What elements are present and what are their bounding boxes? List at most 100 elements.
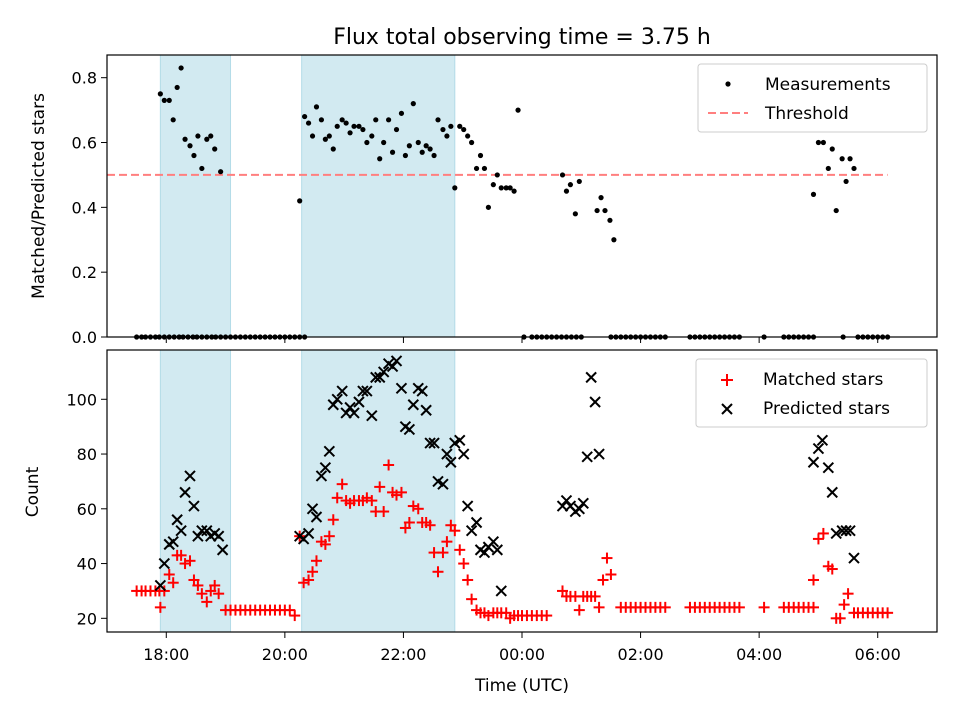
matched-point	[826, 563, 838, 575]
top-plot-frame	[106, 54, 938, 338]
measurement-point	[199, 165, 205, 172]
y-tick-label: 100	[66, 390, 97, 409]
observing-window	[159, 349, 232, 633]
bottom-shaded-intervals	[159, 349, 456, 633]
top-legend: Measurements Threshold	[697, 63, 928, 133]
measurement-point	[847, 156, 853, 162]
matched-point	[196, 588, 208, 600]
matched-point	[163, 569, 175, 581]
predicted-point	[390, 355, 403, 367]
x-tick-label: 22:00	[380, 645, 426, 664]
matched-point	[336, 478, 348, 490]
matched-point	[327, 514, 339, 526]
measurement-point	[373, 117, 379, 123]
predicted-point	[306, 503, 319, 515]
predicted-point	[848, 552, 860, 564]
legend-predicted-marker	[721, 403, 733, 415]
x-tick-label: 00:00	[499, 645, 545, 664]
measurement-point	[410, 101, 416, 107]
predicted-point	[167, 535, 179, 548]
matched-point	[167, 577, 179, 589]
matched-point	[209, 579, 221, 591]
predicted-point	[560, 494, 573, 507]
measurement-point	[576, 178, 582, 185]
measurement-point	[435, 117, 441, 123]
predicted-point	[302, 527, 315, 540]
bottom-legend: Matched stars Predicted stars	[695, 358, 928, 428]
predicted-point	[323, 445, 336, 458]
matched-point	[284, 604, 296, 616]
top-panel: 0.00.20.40.60.8 Matched/Predicted stars …	[29, 54, 938, 347]
measurement-point	[330, 146, 336, 152]
measurement-point	[170, 117, 176, 123]
predicted-point	[196, 524, 208, 537]
predicted-point	[495, 585, 507, 597]
measurement-point	[356, 123, 362, 129]
observing-window	[301, 349, 456, 633]
matched-point	[758, 601, 770, 613]
measurement-point	[182, 136, 188, 142]
matched-point	[733, 601, 745, 613]
y-tick-label: 0.0	[72, 328, 97, 347]
bottom-y-axis-label: Count	[23, 466, 43, 517]
legend-matched-marker	[721, 374, 733, 386]
predicted-point	[336, 385, 348, 397]
predicted-point	[445, 456, 457, 468]
measurement-point	[851, 165, 857, 172]
matched-point	[605, 569, 617, 581]
measurement-point	[457, 123, 463, 129]
matched-point	[192, 579, 204, 591]
measurement-point	[602, 207, 608, 214]
measurement-point	[567, 182, 574, 188]
matched-point	[812, 533, 824, 545]
predicted-point	[154, 579, 167, 592]
matched-point	[403, 516, 415, 528]
predicted-point	[491, 544, 504, 556]
measurement-point	[594, 207, 600, 214]
measurement-point	[448, 123, 454, 129]
predicted-point	[840, 524, 852, 537]
measurement-point	[833, 207, 839, 214]
bottom-y-axis: 20 40 60 80 100	[66, 390, 107, 628]
legend-threshold-label: Threshold	[764, 104, 849, 124]
measurement-point	[843, 178, 849, 185]
predicted-point	[457, 448, 470, 460]
matched-point	[366, 495, 378, 507]
measurement-point	[498, 185, 504, 191]
predicted-point	[478, 546, 491, 559]
matched-point	[395, 486, 407, 498]
matched-point	[184, 555, 196, 567]
measurement-point	[490, 182, 496, 188]
predicted-point	[437, 478, 449, 490]
matched-point	[331, 492, 343, 504]
predicted-point	[374, 371, 386, 384]
matched-point	[807, 574, 819, 586]
measurement-point	[419, 149, 425, 155]
measurement-point	[351, 123, 357, 129]
measurement-point	[208, 133, 214, 139]
predicted-point	[201, 524, 213, 537]
predicted-point	[331, 393, 343, 405]
bottom-x-axis-label: Time (UTC)	[474, 676, 569, 696]
measurement-point	[469, 139, 475, 146]
measurement-point	[415, 139, 421, 146]
matched-point	[842, 588, 854, 600]
matched-point	[437, 547, 449, 559]
x-tick-label: 06:00	[855, 645, 901, 664]
matched-point	[458, 558, 470, 570]
measurement-point	[815, 139, 822, 146]
matched-point	[882, 607, 894, 619]
measurement-point	[440, 126, 446, 133]
predicted-point	[407, 399, 420, 411]
predicted-point	[593, 448, 605, 460]
measurement-point	[339, 117, 345, 123]
measurement-point	[481, 165, 488, 172]
matched-point	[378, 506, 390, 518]
measurement-point	[431, 152, 437, 159]
predicted-point	[353, 396, 365, 408]
measurement-point	[494, 172, 500, 178]
measurement-point	[406, 143, 412, 149]
matched-point	[383, 459, 395, 471]
measurement-point	[423, 143, 429, 149]
matched-point	[303, 574, 315, 586]
